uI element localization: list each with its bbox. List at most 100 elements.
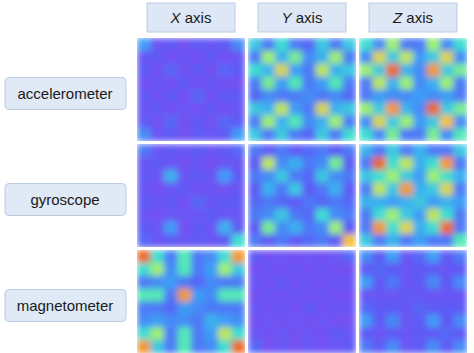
heatmap-cell bbox=[413, 196, 427, 209]
heatmap-cell bbox=[205, 208, 219, 221]
heatmap-cell bbox=[302, 276, 316, 289]
heatmap-cell bbox=[191, 115, 205, 128]
heatmap-cell bbox=[400, 196, 414, 209]
heatmap-cell bbox=[191, 208, 205, 221]
heatmap-cell bbox=[191, 38, 205, 51]
heatmap-cell bbox=[289, 340, 303, 353]
heatmap-cell bbox=[137, 289, 151, 302]
heatmap-cell bbox=[262, 327, 276, 340]
heatmap-cell bbox=[137, 234, 151, 247]
heatmap-cell bbox=[400, 302, 414, 315]
heatmap-cell bbox=[359, 289, 373, 302]
heatmap-cell bbox=[137, 157, 151, 170]
heatmap-cell bbox=[454, 183, 468, 196]
heatmap-cell bbox=[343, 102, 357, 115]
heatmap-cell bbox=[218, 314, 232, 327]
heatmap-cell bbox=[151, 157, 165, 170]
heatmap-cell bbox=[413, 170, 427, 183]
heatmap-cell bbox=[427, 38, 441, 51]
heatmap-cell bbox=[151, 102, 165, 115]
heatmap-cell bbox=[275, 128, 289, 141]
heatmap-cell bbox=[232, 234, 246, 247]
heatmap-cell bbox=[289, 115, 303, 128]
heatmap-cell bbox=[373, 38, 387, 51]
heatmap-cell bbox=[137, 90, 151, 103]
heatmap-cell bbox=[218, 183, 232, 196]
heatmap-cell bbox=[316, 64, 330, 77]
heatmap-cell bbox=[302, 314, 316, 327]
heatmap-cell bbox=[454, 196, 468, 209]
heatmap-cell bbox=[302, 250, 316, 263]
heatmap-cell bbox=[329, 314, 343, 327]
heatmap-cell bbox=[248, 170, 262, 183]
heatmap-cell bbox=[454, 263, 468, 276]
heatmap-cell bbox=[151, 144, 165, 157]
heatmap-cell bbox=[178, 196, 192, 209]
heatmap-cell bbox=[151, 208, 165, 221]
heatmap-cell bbox=[262, 208, 276, 221]
heatmap-cell bbox=[191, 289, 205, 302]
heatmap-cell bbox=[248, 38, 262, 51]
heatmap-cell bbox=[151, 64, 165, 77]
heatmap-cell bbox=[386, 144, 400, 157]
heatmap-cell bbox=[137, 196, 151, 209]
heatmap-cell bbox=[248, 51, 262, 64]
heatmap-cell bbox=[359, 340, 373, 353]
heatmap-cell bbox=[164, 221, 178, 234]
heatmap-cell bbox=[386, 77, 400, 90]
heatmap-cell bbox=[343, 183, 357, 196]
heatmap-cell bbox=[178, 102, 192, 115]
heatmap-cell bbox=[329, 327, 343, 340]
heatmap-cell bbox=[427, 276, 441, 289]
heatmap-cell bbox=[205, 263, 219, 276]
heatmap-cell bbox=[413, 90, 427, 103]
heatmap-cell bbox=[151, 196, 165, 209]
heatmap-cell bbox=[275, 327, 289, 340]
heatmap-cell bbox=[343, 340, 357, 353]
heatmap-cell bbox=[232, 144, 246, 157]
heatmap-cell bbox=[137, 115, 151, 128]
heatmap-cell bbox=[427, 128, 441, 141]
heatmap-cell bbox=[232, 221, 246, 234]
heatmap-cell bbox=[191, 340, 205, 353]
heatmap-cell bbox=[248, 115, 262, 128]
heatmap-cell bbox=[316, 90, 330, 103]
heatmap-cell bbox=[427, 144, 441, 157]
heatmap-cell bbox=[400, 38, 414, 51]
heatmap-cell bbox=[427, 263, 441, 276]
heatmap-cell bbox=[343, 51, 357, 64]
heatmap-cell bbox=[373, 64, 387, 77]
heatmap-cell bbox=[454, 128, 468, 141]
heatmap-cell bbox=[343, 90, 357, 103]
heatmap-cell bbox=[151, 221, 165, 234]
heatmap-cell bbox=[164, 170, 178, 183]
heatmap-cell bbox=[302, 196, 316, 209]
heatmap-cell bbox=[359, 263, 373, 276]
heatmap-cell bbox=[386, 250, 400, 263]
heatmap-cell bbox=[343, 170, 357, 183]
heatmap-cell bbox=[400, 51, 414, 64]
heatmap-cell bbox=[232, 90, 246, 103]
heatmap-cell bbox=[262, 115, 276, 128]
heatmap-cell bbox=[164, 234, 178, 247]
heatmap-cell bbox=[191, 183, 205, 196]
heatmap-cell bbox=[137, 340, 151, 353]
heatmap-cell bbox=[289, 51, 303, 64]
heatmap-cell bbox=[413, 234, 427, 247]
heatmap-cell bbox=[413, 102, 427, 115]
heatmap-cell bbox=[400, 289, 414, 302]
heatmap-cell bbox=[359, 196, 373, 209]
heatmap-cell bbox=[262, 263, 276, 276]
heatmap-cell bbox=[329, 77, 343, 90]
heatmap-cell bbox=[191, 276, 205, 289]
heatmap-cell bbox=[316, 102, 330, 115]
heatmap-cell bbox=[164, 340, 178, 353]
heatmap-panel bbox=[137, 250, 245, 353]
heatmap-cell bbox=[413, 157, 427, 170]
heatmap-cell bbox=[454, 51, 468, 64]
heatmap-cell bbox=[205, 102, 219, 115]
heatmap-cell bbox=[316, 340, 330, 353]
heatmap-cell bbox=[440, 128, 454, 141]
heatmap-cell bbox=[218, 157, 232, 170]
heatmap-cell bbox=[275, 38, 289, 51]
